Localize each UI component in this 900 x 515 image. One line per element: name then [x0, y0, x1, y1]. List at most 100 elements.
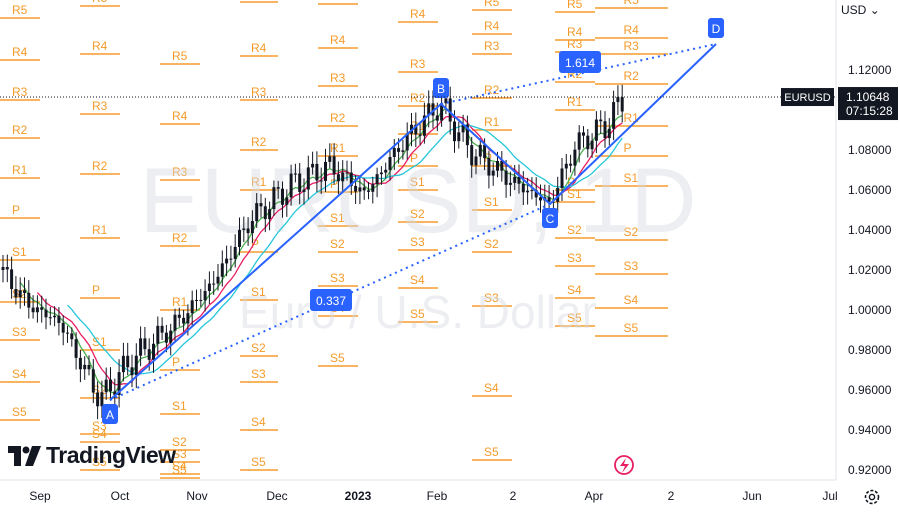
- pattern-point[interactable]: C: [542, 208, 558, 228]
- candle-body: [70, 333, 74, 340]
- candle-body: [573, 149, 577, 166]
- candle-body: [27, 292, 31, 308]
- price-axis[interactable]: 1.120001.100001.080001.060001.040001.020…: [0, 0, 900, 480]
- candle: [332, 143, 336, 185]
- pivot-label: S5: [484, 445, 499, 459]
- candle: [104, 367, 108, 400]
- candle: [371, 176, 375, 204]
- candle-body: [607, 128, 611, 139]
- candle-body: [117, 372, 121, 396]
- pivot-label: S4: [12, 367, 27, 381]
- candle-body: [397, 148, 401, 152]
- pivot-label: R1: [12, 163, 28, 177]
- pivot-label: R1: [92, 223, 108, 237]
- currency-selector[interactable]: USD ⌄: [841, 3, 880, 17]
- candle-body: [156, 325, 160, 344]
- candle-body: [143, 338, 147, 350]
- candle: [582, 126, 585, 148]
- candle-body: [427, 103, 431, 116]
- pivot-label: S2: [330, 237, 345, 251]
- candle: [603, 111, 607, 148]
- candle-body: [147, 349, 151, 360]
- candle: [220, 250, 224, 287]
- ratio-label: 0.337: [316, 294, 346, 308]
- candle: [160, 317, 164, 341]
- lightning-icon[interactable]: [614, 455, 634, 475]
- pattern-ratio[interactable]: 1.614: [559, 51, 601, 73]
- candle-body: [341, 172, 345, 182]
- pivot-label: S5: [251, 455, 266, 469]
- candle-body: [603, 121, 607, 139]
- candle: [431, 90, 435, 129]
- symbol-badge-label: EURUSD: [784, 92, 831, 104]
- pivot-label: S1: [567, 187, 582, 201]
- candle: [564, 153, 568, 180]
- candle-body: [40, 307, 44, 310]
- candle: [255, 193, 259, 228]
- currency-label: USD: [841, 3, 867, 17]
- candle: [121, 342, 125, 382]
- price-axis-bg: [836, 0, 900, 480]
- pattern-point[interactable]: A: [102, 404, 118, 424]
- pattern-point[interactable]: B: [433, 78, 449, 98]
- candle-body: [83, 364, 87, 370]
- candle-body: [405, 133, 409, 151]
- candle-body: [530, 190, 534, 192]
- pivot-label: R4: [12, 45, 28, 59]
- candle-body: [285, 197, 289, 205]
- candle-body: [616, 97, 620, 103]
- time-axis[interactable]: Sep Oct Nov Dec 2023 Feb 2 Apr 2 Jun Jul: [0, 479, 900, 510]
- candle-body: [272, 187, 276, 210]
- candle-body: [18, 290, 22, 298]
- pivot-label: R5: [92, 0, 108, 5]
- candle: [358, 177, 362, 205]
- pivot-label: R4: [624, 23, 640, 37]
- settings-icon[interactable]: [862, 487, 882, 507]
- pivot-label: R3: [12, 85, 28, 99]
- candle-body: [470, 145, 474, 166]
- pivot-label: R2: [251, 135, 267, 149]
- abcd-pattern[interactable]: A B C D 0.337 1.614: [102, 18, 724, 475]
- pattern-point-label: C: [546, 212, 555, 226]
- candle-body: [100, 392, 104, 407]
- ratio-box: [310, 289, 352, 311]
- pivot-label: S2: [251, 341, 266, 355]
- pattern-point-box: [708, 18, 724, 38]
- pattern-ratio[interactable]: 0.337: [310, 289, 352, 311]
- pivot-label: S5: [624, 321, 639, 335]
- candle: [78, 350, 82, 383]
- pattern-point-label: D: [712, 22, 721, 36]
- candle-body: [483, 144, 487, 159]
- candle-body: [569, 163, 573, 166]
- price-tick-label: 1.04000: [848, 223, 892, 237]
- pattern-leg[interactable]: [109, 43, 717, 401]
- candle-body: [203, 291, 207, 301]
- pattern-point-box: [433, 78, 449, 98]
- candle: [216, 263, 220, 291]
- candle-body: [96, 392, 100, 407]
- candle: [117, 359, 121, 408]
- pivot-label: P: [624, 141, 632, 155]
- candle-body: [556, 187, 560, 202]
- candle: [306, 155, 310, 200]
- candle: [259, 193, 263, 218]
- candle: [229, 245, 233, 272]
- ratio-box: [559, 51, 601, 73]
- candle-body: [195, 299, 198, 301]
- pivot-label: R3: [172, 165, 188, 179]
- candle-body: [539, 197, 542, 201]
- candle: [599, 110, 603, 134]
- candle-body: [31, 307, 35, 313]
- pattern-point[interactable]: D: [708, 18, 724, 38]
- candle-body: [526, 190, 530, 193]
- candle-body: [384, 169, 388, 173]
- pivot-label: S3: [172, 447, 187, 461]
- candle: [612, 90, 616, 141]
- time-tick-label: Oct: [111, 489, 130, 503]
- candle: [474, 149, 478, 175]
- candle: [203, 279, 207, 312]
- pivot-label: S1: [484, 195, 499, 209]
- candle-body: [44, 309, 48, 318]
